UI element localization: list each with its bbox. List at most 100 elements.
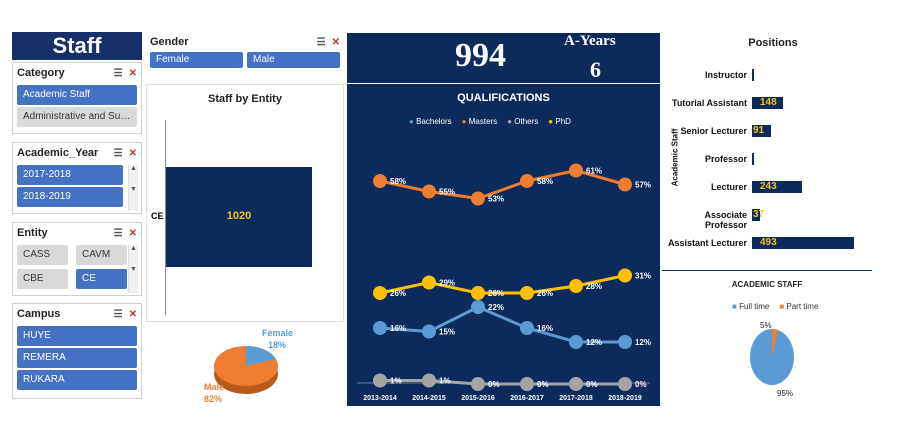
position-label: Tutorial Assistant xyxy=(671,98,747,108)
data-point-bachelors xyxy=(422,324,436,339)
campus-slicer-title: Campus xyxy=(17,308,61,320)
position-bar xyxy=(752,69,754,81)
staff-by-entity-title: Staff by Entity xyxy=(208,93,282,105)
staff-title: Staff xyxy=(12,32,142,60)
slicer-item-male[interactable]: Male xyxy=(247,52,340,68)
pie-slice-part-time xyxy=(772,328,778,357)
qual-legend: ● Bachelors ● Masters ● Others ● PhD xyxy=(409,117,571,126)
multi-select-icon[interactable]: ☰ xyxy=(113,67,123,79)
data-point-masters xyxy=(618,177,632,192)
data-label-phd: 29% xyxy=(439,279,455,288)
data-label-bachelors: 22% xyxy=(488,303,504,312)
clear-filter-icon[interactable]: ✕ xyxy=(128,227,137,239)
slicer-item-cavm[interactable]: CAVM xyxy=(76,245,127,265)
position-label: Professor xyxy=(704,154,747,164)
slicer-item-female[interactable]: Female xyxy=(150,52,243,68)
slicer-item-administrative[interactable]: Administrative and Supp... xyxy=(17,107,137,127)
data-point-masters xyxy=(373,174,387,188)
academic-year-slicer-title: Academic_Year xyxy=(17,147,99,159)
slicer-item-2017-2018[interactable]: 2017-2018 xyxy=(17,165,123,185)
slicer-item-rukara[interactable]: RUKARA xyxy=(17,370,137,390)
clear-filter-icon[interactable]: ✕ xyxy=(128,308,137,320)
qualifications-plot: 16% 15% 22% 16% 12% 12% 58% 55% 53% 58% 61% 57% 1% 1%… xyxy=(357,163,651,402)
slicer-scrollbar[interactable]: ▲ ▼ xyxy=(128,245,138,293)
pie-label-male-pct: 82% xyxy=(204,394,223,404)
series-line-masters xyxy=(379,168,626,201)
qualifications-title: QUALIFICATIONS xyxy=(457,92,550,104)
slicer-item-huye[interactable]: HUYE xyxy=(17,326,137,346)
data-point-others xyxy=(373,373,387,388)
data-label-masters: 57% xyxy=(635,181,651,190)
pie-label-female-pct: 18% xyxy=(268,340,287,350)
data-label-masters: 55% xyxy=(439,188,455,197)
slicer-item-2018-2019[interactable]: 2018-2019 xyxy=(17,187,123,207)
position-bar-value: 148 xyxy=(760,97,777,108)
legend-phd: ● PhD xyxy=(548,117,571,126)
data-point-masters xyxy=(520,174,534,188)
positions-chart: Positions Academic Staff Instructor Tutor… xyxy=(662,33,872,271)
series-line-bachelors xyxy=(379,305,625,344)
slicer-item-cbe[interactable]: CBE xyxy=(17,269,68,289)
multi-select-icon[interactable]: ☰ xyxy=(113,308,123,320)
legend-masters: ● Masters xyxy=(461,117,498,126)
data-label-masters: 58% xyxy=(537,177,553,186)
data-point-masters xyxy=(471,191,485,206)
position-bar-value: 493 xyxy=(760,237,777,248)
multi-select-icon[interactable]: ☰ xyxy=(113,147,123,159)
position-bar xyxy=(752,237,854,249)
qualifications-chart: QUALIFICATIONS ● Bachelors ● Masters ● O… xyxy=(347,84,660,406)
data-label-others: 0% xyxy=(586,380,598,389)
data-label-others: 1% xyxy=(390,377,402,386)
entity-slicer: Entity ☰ ✕ CASS CAVM CBE CE ▲ ▼ xyxy=(12,222,142,296)
clear-filter-icon[interactable]: ✕ xyxy=(331,36,340,48)
data-label-others: 1% xyxy=(439,377,451,386)
multi-select-icon[interactable]: ☰ xyxy=(113,227,123,239)
data-label-phd: 31% xyxy=(635,272,651,281)
clear-filter-icon[interactable]: ✕ xyxy=(128,147,137,159)
data-point-bachelors xyxy=(569,335,583,349)
data-point-bachelors xyxy=(618,335,632,349)
series-line-phd xyxy=(379,274,626,295)
academic-staff-pie-chart: ACADEMIC STAFF ■ Full time ■ Part time 5… xyxy=(662,272,872,402)
entity-category-label: CE xyxy=(151,211,164,221)
pie-label-part-time: 5% xyxy=(760,321,772,330)
slicer-item-ce[interactable]: CE xyxy=(76,269,127,289)
position-label: Instructor xyxy=(704,70,747,80)
x-tick-label: 2015-2016 xyxy=(461,395,495,402)
data-point-others xyxy=(422,373,436,388)
entity-slicer-title: Entity xyxy=(17,227,48,239)
data-label-bachelors: 16% xyxy=(390,324,406,333)
multi-select-icon[interactable]: ☰ xyxy=(316,36,326,48)
entity-axis-line xyxy=(165,120,166,315)
academic-year-slicer: Academic_Year ☰ ✕ 2017-2018 2018-2019 ▲ ▼ xyxy=(12,142,142,214)
slicer-item-cass[interactable]: CASS xyxy=(17,245,68,265)
slicer-scrollbar[interactable]: ▲ ▼ xyxy=(128,165,138,211)
position-bar xyxy=(752,181,803,193)
data-point-bachelors xyxy=(373,321,387,335)
position-bar-value: 91 xyxy=(753,125,765,136)
positions-title: Positions xyxy=(748,37,798,49)
data-point-phd xyxy=(422,275,436,290)
positions-divider xyxy=(662,270,872,271)
slicer-item-remera[interactable]: REMERA xyxy=(17,348,137,368)
series-line-others xyxy=(380,379,625,386)
position-bar xyxy=(752,209,760,221)
data-point-phd xyxy=(471,286,485,300)
x-tick-label: 2018-2019 xyxy=(608,395,642,402)
academic-staff-pie-svg xyxy=(750,328,794,385)
legend-bachelors: ● Bachelors xyxy=(409,117,452,126)
data-point-others xyxy=(569,377,583,391)
pie-label-full-time: 95% xyxy=(777,389,794,398)
pie-label-female-name: Female xyxy=(262,328,294,338)
data-point-phd xyxy=(520,286,534,300)
slicer-item-academic-staff[interactable]: Academic Staff xyxy=(17,85,137,105)
position-bar-value: 37 xyxy=(753,209,765,220)
clear-filter-icon[interactable]: ✕ xyxy=(128,67,137,79)
data-point-others xyxy=(471,377,485,391)
kpi-years-value: 6 xyxy=(590,57,601,82)
data-label-masters: 58% xyxy=(390,177,406,186)
entity-bar-value: 1020 xyxy=(226,210,252,222)
position-label: Lecturer xyxy=(710,182,747,192)
data-label-phd: 26% xyxy=(390,289,406,298)
data-point-others xyxy=(520,377,534,391)
